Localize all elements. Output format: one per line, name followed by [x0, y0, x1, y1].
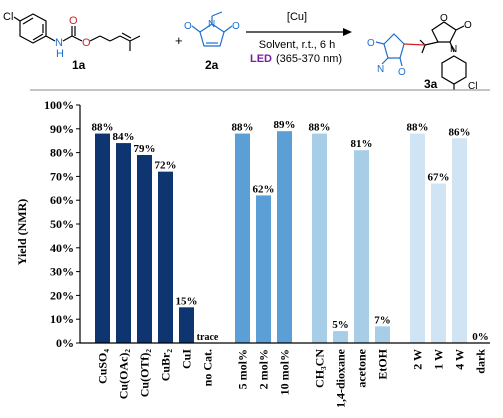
- led-wavelength: (365-370 nm): [276, 53, 342, 65]
- bar-value-label: 88%: [232, 122, 254, 134]
- y-tick-label: 60%: [50, 193, 74, 207]
- bar-value-label: 7%: [374, 314, 391, 326]
- x-category-label: 10 mol%: [278, 349, 292, 395]
- plus-sign: +: [175, 33, 183, 48]
- bar: [354, 150, 369, 343]
- x-category-label: CuSO₄: [96, 349, 110, 384]
- x-category-label: 2 mol%: [257, 349, 271, 389]
- x-category-label: 4 W: [453, 349, 467, 370]
- x-category-label: CuBr₂: [159, 349, 173, 382]
- x-category-label: 2 W: [411, 349, 425, 370]
- bar: [137, 154, 152, 343]
- bar-value-label: 0%: [472, 331, 489, 343]
- bar-value-label: 72%: [155, 160, 177, 172]
- bar: [333, 331, 348, 343]
- x-category-label: CuI: [180, 349, 194, 369]
- x-category-label: 1 W: [432, 349, 446, 370]
- y-tick-label: 10%: [50, 312, 74, 326]
- bar: [256, 195, 271, 343]
- bar: [410, 133, 425, 343]
- x-category-label: dark: [474, 349, 488, 374]
- x-category-label: EtOH: [376, 348, 390, 379]
- y-tick-label: 0%: [56, 336, 74, 350]
- maleimide-nitrogen-atom: N: [208, 19, 215, 30]
- chlorine-atom: Cl: [3, 11, 13, 23]
- product-nitrogen-1: N: [377, 64, 384, 75]
- y-tick-label: 100%: [44, 98, 74, 112]
- x-category-label: Cu(OTf)₂: [138, 349, 152, 398]
- maleimide-oxygen-left: O: [184, 21, 192, 32]
- y-axis-label: Yield (NMR): [15, 199, 29, 266]
- product-label: 3a: [424, 77, 438, 91]
- y-tick-label: 70%: [50, 169, 74, 183]
- bar: [158, 171, 173, 343]
- nitrogen-atom: N: [55, 37, 63, 49]
- x-category-label: 5 mol%: [236, 349, 250, 389]
- bar-value-label: 88%: [407, 122, 429, 134]
- x-category-label: 1,4-dioxane: [334, 348, 348, 408]
- product-oxygen-1: O: [367, 38, 375, 49]
- bar: [452, 138, 467, 343]
- x-category-label: acetone: [355, 348, 369, 387]
- bar-value-label: 84%: [113, 131, 135, 143]
- y-tick-label: 90%: [50, 122, 74, 136]
- bar: [375, 326, 390, 343]
- maleimide-oxygen-right: O: [232, 21, 240, 32]
- y-tick-label: 40%: [50, 241, 74, 255]
- ester-oxygen-atom: O: [82, 37, 91, 49]
- reaction-scheme: Cl N H O O 1a + N O O 2a [Cu] Solvent, r…: [3, 11, 490, 92]
- product-oxygen-2: O: [398, 67, 406, 78]
- bar-value-label: 5%: [332, 319, 349, 331]
- bar-value-label: 81%: [351, 138, 373, 150]
- y-tick-label: 50%: [50, 217, 74, 231]
- bar-value-label: 86%: [449, 126, 471, 138]
- product-oxygen-3: O: [440, 13, 448, 24]
- carbonyl-oxygen-atom: O: [69, 15, 78, 27]
- product-oxygen-4: O: [464, 20, 472, 31]
- bar: [431, 183, 446, 343]
- bar: [235, 133, 250, 343]
- bar-value-label: 67%: [428, 172, 450, 184]
- product-chlorine-atom: Cl: [468, 81, 477, 92]
- led-label: LED: [250, 53, 272, 65]
- bar-value-label: 62%: [253, 183, 275, 195]
- bar-value-label: trace: [197, 332, 219, 343]
- bar-value-label: 88%: [92, 122, 114, 134]
- bar: [179, 307, 194, 343]
- yield-bar-chart: 88% CuSO₄ 84% Cu(OAc)₂ 79% Cu(OTf)₂ 72% CuBr₂ 15…: [15, 98, 490, 408]
- bar-value-label: 88%: [309, 122, 331, 134]
- reactant-2-label: 2a: [205, 58, 219, 72]
- y-tick-label: 80%: [50, 146, 74, 160]
- product-nitrogen-2: N: [450, 44, 457, 55]
- y-tick-label: 30%: [50, 265, 74, 279]
- new-bond: [403, 43, 426, 46]
- reactant-1-structure: [13, 13, 141, 51]
- bar-value-label: 79%: [134, 143, 156, 155]
- bar: [116, 143, 131, 343]
- bar: [312, 133, 327, 343]
- bar: [95, 133, 110, 343]
- reactant-1-label: 1a: [72, 58, 86, 72]
- hydrogen-atom: H: [56, 48, 64, 60]
- y-tick-label: 20%: [50, 288, 74, 302]
- product-succinimide-structure: [375, 33, 405, 67]
- bar-value-label: 89%: [274, 119, 296, 131]
- reactant-2-structure: [191, 11, 233, 47]
- bar-value-label: 15%: [176, 295, 198, 307]
- x-category-label: no Cat.: [201, 349, 215, 386]
- bar: [277, 131, 292, 343]
- catalyst-label: [Cu]: [287, 11, 307, 23]
- conditions-text: Solvent, r.t., 6 h: [259, 39, 335, 51]
- x-category-label: Cu(OAc)₂: [117, 349, 131, 400]
- x-category-label: CH₃CN: [313, 349, 327, 388]
- product-oxazolidinone-structure: [419, 21, 467, 90]
- reaction-arrow: [246, 28, 352, 36]
